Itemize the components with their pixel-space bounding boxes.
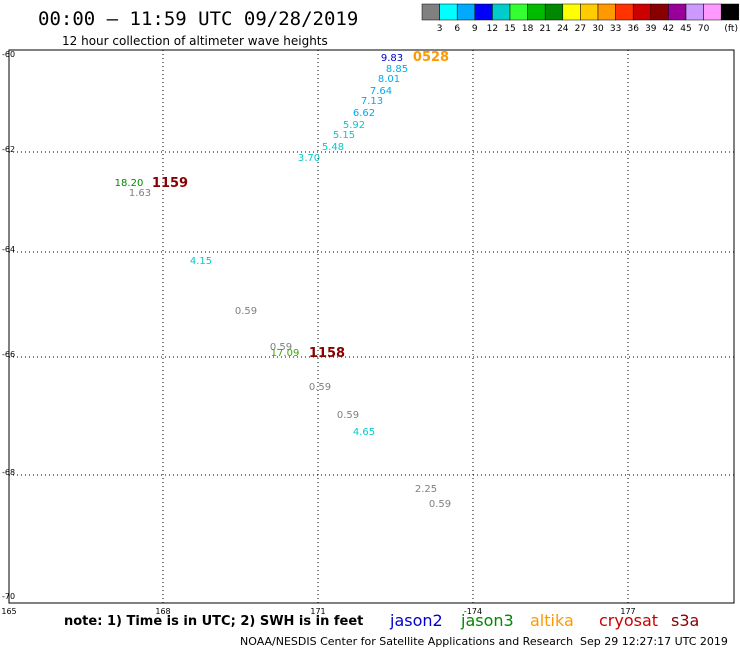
legend-swatch-18 [720, 3, 740, 21]
wave-height-value: 7.64 [370, 86, 392, 97]
legend-tick-label: 42 [663, 24, 674, 34]
wave-height-value: 18.20 [115, 178, 144, 189]
wave-height-value: 9.83 [381, 53, 403, 64]
wave-height-value: 8.01 [378, 74, 400, 85]
latitude-label: -66 [2, 350, 15, 359]
plot-frame [8, 49, 735, 604]
legend-tick-label: 70 [698, 24, 710, 34]
wave-height-value: 8.85 [386, 64, 408, 75]
longitude-label: 165 [1, 607, 16, 616]
pass-time-label: 1159 [152, 176, 188, 191]
pass-time-label: 1158 [309, 346, 345, 361]
wave-height-value: 5.48 [322, 142, 344, 153]
satellite-name-s3a: s3a [671, 611, 699, 630]
legend-swatch-6 [509, 3, 528, 21]
legend-tick-label: 39 [645, 24, 657, 34]
wave-height-value: 4.15 [190, 256, 212, 267]
legend-swatch-3 [456, 3, 476, 21]
legend-swatch-1 [421, 3, 440, 21]
map-subtitle: 12 hour collection of altimeter wave hei… [62, 34, 328, 48]
legend-swatch-17 [703, 3, 722, 21]
wave-height-value: 2.25 [415, 484, 437, 495]
wave-height-value: 0.59 [429, 499, 451, 510]
pass-time-label: 0528 [413, 50, 449, 65]
legend-tick-label: 18 [522, 24, 534, 34]
latitude-label: -62 [2, 145, 15, 154]
legend-tick-label: 21 [539, 24, 550, 34]
footer-note: note: 1) Time is in UTC; 2) SWH is in fe… [64, 614, 363, 629]
wave-height-value: 6.62 [353, 108, 375, 119]
wave-height-values: 9.838.858.017.647.136.625.925.155.483.70… [115, 53, 451, 510]
legend-tick-label: 33 [610, 24, 621, 34]
legend-tick-label: 45 [680, 24, 691, 34]
legend-swatch-13 [632, 3, 652, 21]
satellite-name-jason3: jason3 [460, 611, 514, 630]
legend-tick-label: 3 [437, 24, 443, 34]
longitude-labels: 165 168 171 -174 177 [1, 607, 635, 616]
wave-height-value: 0.59 [309, 382, 331, 393]
legend-tick-label: 27 [575, 24, 586, 34]
latitude-label: -64 [2, 245, 15, 254]
latitude-label: -70 [2, 592, 15, 601]
legend-swatch-15 [668, 3, 687, 21]
legend-swatch-4 [474, 3, 493, 21]
footer-generated-time: Sep 29 12:27:17 UTC 2019 [580, 635, 728, 648]
legend-unit: (ft) [724, 24, 738, 34]
satellite-name-jason2: jason2 [389, 611, 443, 630]
legend-tick-label: 36 [627, 24, 639, 34]
wave-height-value: 1.63 [129, 188, 151, 199]
legend-tick-label: 15 [504, 24, 515, 34]
wave-height-value: 17.09 [271, 348, 300, 359]
color-scale-legend: 3 6 9 12 15 18 21 24 27 30 33 36 39 42 45 70 (ft) [421, 3, 740, 34]
wave-height-value: 0.59 [337, 410, 359, 421]
legend-tick-label: 6 [454, 24, 460, 34]
legend-swatch-9 [562, 3, 581, 21]
legend-swatch-16 [685, 3, 704, 21]
legend-swatch-14 [650, 3, 669, 21]
satellite-name-cryosat: cryosat [599, 611, 658, 630]
footer-credit: NOAA/NESDIS Center for Satellite Applica… [240, 635, 573, 648]
wave-height-value: 5.92 [343, 120, 365, 131]
legend-swatch-2 [439, 3, 458, 21]
legend-tick-label: 12 [487, 24, 498, 34]
legend-tick-label: 24 [557, 24, 569, 34]
legend-tick-label: 9 [472, 24, 478, 34]
latitude-labels: -60 -62 -64 -66 -68 -70 [2, 50, 15, 601]
wave-height-value: 0.59 [235, 306, 257, 317]
pass-time-labels: 0528 1159 1158 [152, 50, 449, 361]
legend-swatch-12 [615, 3, 634, 21]
wave-height-value: 0.59 [270, 342, 292, 353]
wave-height-value: 7.13 [361, 96, 383, 107]
satellite-legend: jason2 jason3 altika cryosat s3a [389, 611, 699, 630]
wave-height-value: 5.15 [333, 130, 355, 141]
legend-swatch-5 [492, 3, 511, 21]
map-title: 00:00 – 11:59 UTC 09/28/2019 [38, 8, 358, 30]
longitude-label: 171 [310, 607, 325, 616]
wave-height-value: 4.65 [353, 427, 375, 438]
latitude-label: -60 [2, 50, 15, 59]
latitude-label: -68 [2, 468, 15, 477]
legend-swatch-11 [597, 3, 616, 21]
longitude-label: 168 [155, 607, 170, 616]
legend-tick-label: 30 [592, 24, 604, 34]
satellite-name-altika: altika [530, 611, 574, 630]
longitude-label: 177 [620, 607, 635, 616]
legend-swatch-8 [544, 3, 564, 21]
legend-swatch-7 [527, 3, 546, 21]
lat-lon-grid [9, 50, 734, 603]
longitude-label: -174 [464, 607, 482, 616]
legend-swatch-10 [580, 3, 599, 21]
wave-height-value: 3.70 [298, 153, 320, 164]
